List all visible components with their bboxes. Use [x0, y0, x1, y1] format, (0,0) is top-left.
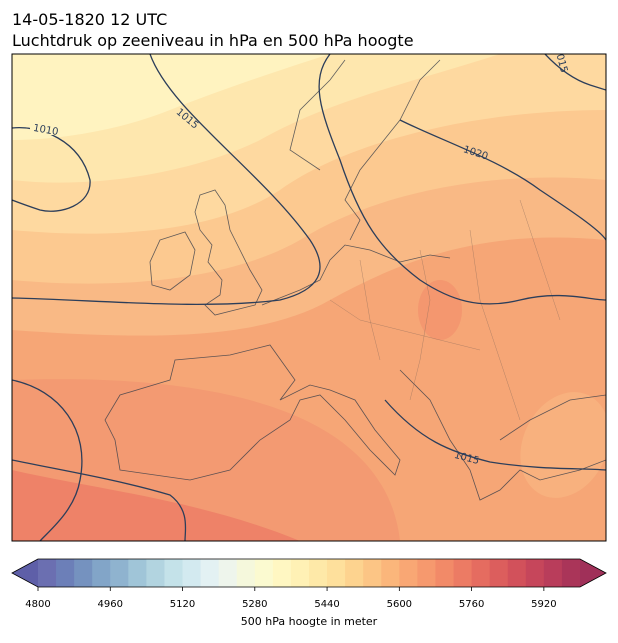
coastline — [261, 59, 451, 306]
map-frame — [11, 53, 607, 542]
colorbar-box — [218, 559, 238, 587]
colorbar-frame — [11, 558, 607, 588]
coastline — [399, 369, 606, 501]
colorbar-box — [327, 559, 346, 587]
colorbar-box — [543, 559, 563, 587]
field — [520, 392, 606, 498]
colorbar-box — [110, 559, 129, 587]
coastline — [149, 231, 196, 291]
field — [12, 470, 300, 541]
tick-label: 5440 — [314, 599, 339, 610]
colorbar-extend — [12, 559, 38, 587]
colorbar-box — [272, 559, 292, 587]
colorbar-box — [92, 559, 111, 587]
field — [12, 54, 330, 140]
colorbar-box — [56, 559, 75, 587]
colorbar-box — [381, 559, 400, 587]
colorbar-box — [200, 559, 220, 587]
isobar — [12, 459, 187, 541]
colorbar-box — [561, 559, 581, 587]
colorbar-label: 500 hPa hoogte in meter — [241, 615, 378, 628]
colorbar-box — [38, 559, 57, 587]
colorbar-box — [399, 559, 418, 587]
border — [329, 199, 561, 421]
tick-label: 5280 — [242, 599, 267, 610]
colorbar-box — [489, 559, 509, 587]
tick-label: 4960 — [98, 599, 123, 610]
colorbar-box — [345, 559, 364, 587]
isobar — [12, 379, 83, 541]
colorbar-box — [525, 559, 545, 587]
colorbar-box — [453, 559, 473, 587]
colorbar-box — [290, 559, 310, 587]
tick-label: 5760 — [459, 599, 484, 610]
isobar — [12, 54, 321, 305]
isobar — [544, 54, 606, 91]
isobar-label: 1010 — [32, 123, 59, 138]
colorbar-box — [507, 559, 527, 587]
colorbar-box — [471, 559, 491, 587]
colorbar-extend — [580, 559, 606, 587]
colorbar-box — [417, 559, 436, 587]
colorbar-box — [435, 559, 455, 587]
colorbar-box — [309, 559, 328, 587]
colorbar-box — [236, 559, 256, 587]
colorbar-box — [128, 559, 147, 587]
colorbar-box — [254, 559, 274, 587]
date: 14-05-1820 12 UTC — [12, 10, 167, 29]
colorbar: 4800 4960 5120 5280 5440 5600 5760 5920 — [11, 558, 607, 610]
title: Luchtdruk op zeeniveau in hPa en 500 hPa… — [12, 31, 414, 50]
colorbar-box — [74, 559, 93, 587]
isobar — [384, 399, 606, 471]
tick-label: 4800 — [25, 599, 50, 610]
isobar — [399, 119, 606, 241]
map: 1010 1015 1020 1015 1015 — [12, 54, 606, 541]
colorbar-box — [146, 559, 165, 587]
colorbar-box — [182, 559, 202, 587]
coastline — [194, 189, 263, 316]
coastline — [104, 344, 401, 481]
colorbar-box — [363, 559, 382, 587]
tick-label: 5920 — [531, 599, 556, 610]
tick-label: 5600 — [387, 599, 412, 610]
tick-label: 5120 — [170, 599, 195, 610]
colorbar-box — [164, 559, 184, 587]
label-bg — [30, 123, 60, 135]
isobar — [318, 54, 606, 305]
